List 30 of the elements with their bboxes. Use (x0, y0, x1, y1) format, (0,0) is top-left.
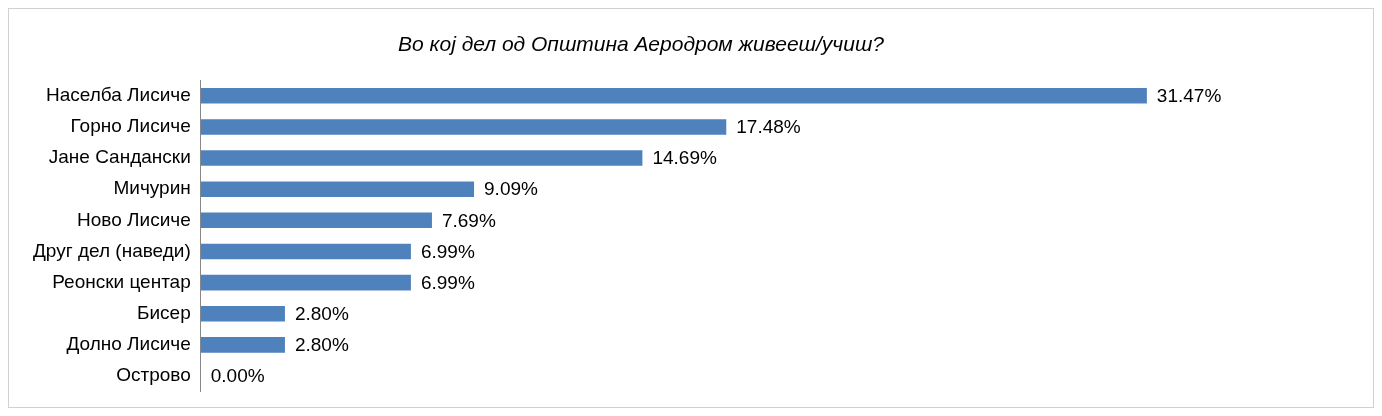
bar (200, 243, 411, 260)
chart-title: Во кој дел од Општина Аеродром живееш/учиш? (398, 32, 885, 56)
y-tick-label: Долно Лисиче (66, 333, 191, 355)
y-tick-label: Острово (116, 364, 191, 386)
data-label: 0.00% (210, 365, 265, 387)
bar (200, 305, 285, 322)
bar (200, 212, 432, 229)
data-label: 6.99% (420, 240, 475, 262)
data-label: 31.47% (1156, 85, 1222, 106)
bar (200, 119, 727, 135)
bar (200, 274, 411, 291)
y-tick-label: Населба Лисиче (46, 84, 191, 105)
data-label: 6.99% (420, 271, 475, 293)
data-label: 17.48% (736, 116, 801, 138)
bar (200, 181, 475, 197)
data-label: 2.80% (294, 334, 349, 356)
bar (200, 337, 285, 353)
y-tick-label: Бисер (137, 301, 191, 323)
bar (200, 150, 643, 166)
data-label: 14.69% (652, 147, 717, 169)
y-tick-label: Јане Сандански (48, 146, 191, 168)
y-tick-label: Горно Лисиче (70, 115, 191, 137)
y-tick-label: Ново Лисиче (77, 208, 191, 230)
y-tick-label: Друг дел (наведи) (33, 239, 191, 261)
y-tick-label: Реонски центар (52, 270, 191, 292)
data-label: 2.80% (294, 302, 349, 324)
data-label: 9.09% (484, 178, 539, 200)
y-tick-label: Мичурин (113, 177, 191, 199)
bar (200, 87, 1147, 104)
data-label: 7.69% (441, 209, 496, 231)
